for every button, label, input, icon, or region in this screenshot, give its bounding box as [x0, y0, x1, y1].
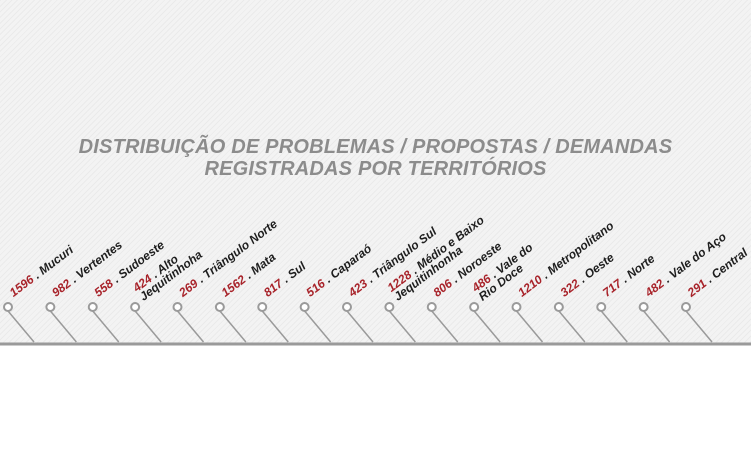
pin-stem — [473, 310, 501, 343]
background-pattern — [0, 0, 751, 344]
pin-stem — [7, 310, 35, 343]
pin-head — [384, 302, 395, 312]
pin-head — [87, 302, 98, 312]
pin-stem — [685, 310, 713, 343]
pin-stem — [431, 310, 459, 343]
pin-stem — [49, 310, 77, 343]
pin-head — [214, 302, 225, 312]
pin-stem — [219, 310, 247, 343]
chart-title-line-2: REGISTRADAS POR TERRITÓRIOS — [204, 158, 547, 180]
pin-head — [130, 302, 141, 312]
pin-stem — [304, 310, 332, 343]
pin-head — [299, 302, 310, 312]
pin-stem — [346, 310, 374, 343]
pin-stem — [134, 310, 162, 343]
pin-stem — [92, 310, 120, 343]
pin-head — [553, 302, 564, 312]
pin-stem — [600, 310, 628, 343]
pin-head — [681, 302, 691, 312]
pin-head — [426, 302, 437, 312]
pin-head — [45, 302, 56, 312]
pin-head — [3, 302, 13, 312]
pin-head — [342, 302, 352, 312]
pin-stem — [176, 310, 205, 343]
pin-head — [469, 302, 480, 312]
pin-stem — [643, 310, 671, 343]
pin-head — [257, 302, 268, 312]
chart-title: DISTRIBUIÇÃO DE PROBLEMAS / PROPOSTAS / … — [0, 136, 751, 180]
pin-stem — [261, 310, 289, 343]
pin-head — [172, 302, 183, 312]
pin-head — [596, 302, 607, 312]
territory-name: . Sul — [277, 259, 309, 288]
pin-head — [638, 302, 649, 312]
pin-head — [511, 302, 522, 312]
pin-stem — [515, 310, 544, 343]
pin-stem — [558, 310, 586, 343]
pin-stem — [388, 310, 416, 343]
chart-title-line-1: DISTRIBUIÇÃO DE PROBLEMAS / PROPOSTAS / … — [78, 136, 673, 158]
